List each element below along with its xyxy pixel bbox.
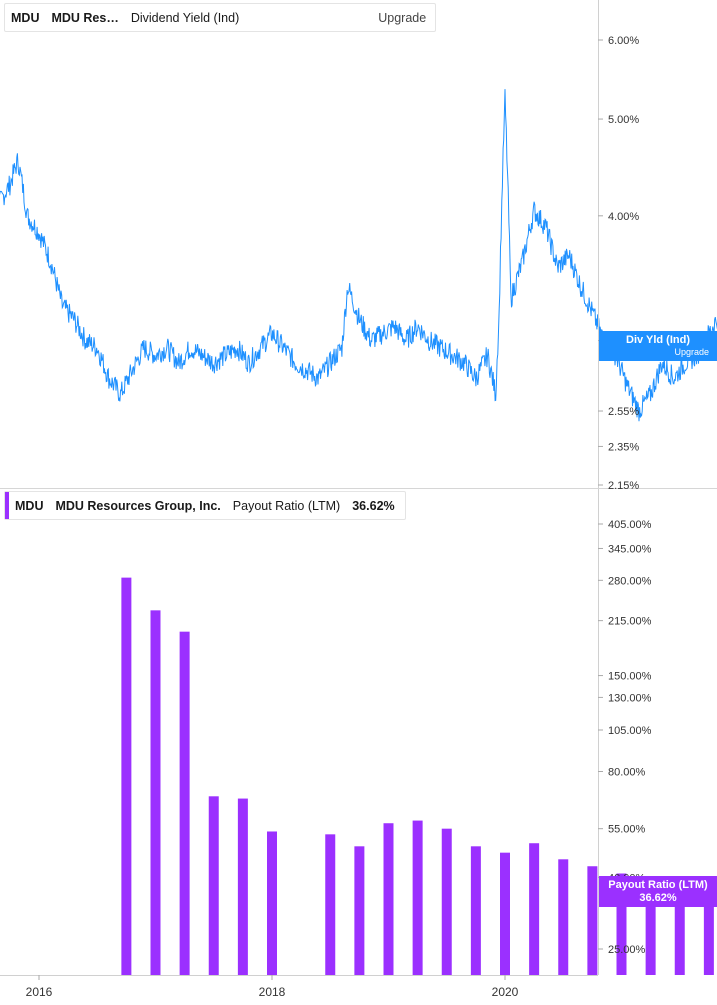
x-tick-label: 2020 xyxy=(492,985,519,999)
y-tick-label: 405.00% xyxy=(608,519,652,531)
series-color-swatch xyxy=(5,492,9,519)
payout-ratio-bar[interactable] xyxy=(267,831,277,975)
y-tick-label: 2.55% xyxy=(608,406,639,418)
payout-ratio-bar[interactable] xyxy=(500,852,510,975)
legend-metric: Payout Ratio (LTM) xyxy=(232,498,341,513)
payout-ratio-value-flag: Payout Ratio (LTM) 36.62% xyxy=(599,876,717,907)
legend-metric: Dividend Yield (Ind) xyxy=(130,10,240,25)
y-tick-label: 345.00% xyxy=(608,543,652,555)
y-tick-label: 280.00% xyxy=(608,575,652,587)
y-tick-label: 55.00% xyxy=(608,824,646,836)
y-tick-label: 2.35% xyxy=(608,441,639,453)
y-tick-label: 105.00% xyxy=(608,725,652,737)
y-tick-label: 2.15% xyxy=(608,480,639,492)
payout-ratio-bar[interactable] xyxy=(470,846,481,975)
payout-ratio-bar[interactable] xyxy=(237,798,248,975)
payout-ratio-bar[interactable] xyxy=(674,881,685,975)
payout-ratio-bar[interactable] xyxy=(150,610,161,975)
y-tick-label: 25.00% xyxy=(608,944,646,956)
y-tick-label: 4.00% xyxy=(608,211,639,223)
dividend-yield-legend[interactable]: MDU MDU Res… Dividend Yield (Ind) Upgrad… xyxy=(4,3,436,32)
y-tick-label: 80.00% xyxy=(608,767,646,779)
payout-ratio-bar[interactable] xyxy=(529,843,540,975)
payout-ratio-bar[interactable] xyxy=(441,828,452,975)
legend-value: 36.62% xyxy=(352,498,395,513)
payout-ratio-bar[interactable] xyxy=(412,820,423,975)
dividend-yield-value-flag[interactable]: Div Yld (Ind) Upgrade xyxy=(599,331,717,361)
payout-ratio-bar[interactable] xyxy=(703,877,714,975)
payout-ratio-bar[interactable] xyxy=(558,859,569,975)
payout-ratio-bar[interactable] xyxy=(383,823,394,975)
payout-ratio-bar[interactable] xyxy=(354,846,365,975)
dividend-yield-line xyxy=(0,89,717,422)
y-tick-label: 215.00% xyxy=(608,616,652,628)
y-tick-label: 5.00% xyxy=(608,114,639,126)
flag-upgrade-link[interactable]: Upgrade xyxy=(674,347,709,357)
x-tick-label: 2016 xyxy=(26,985,53,999)
payout-ratio-bar[interactable] xyxy=(587,866,598,975)
payout-ratio-bar[interactable] xyxy=(616,873,627,975)
flag-label: Div Yld (Ind) xyxy=(626,334,690,346)
y-tick-label: 6.00% xyxy=(608,35,639,47)
payout-ratio-bar[interactable] xyxy=(325,834,336,975)
legend-ticker: MDU xyxy=(11,10,40,25)
x-tick-label: 2018 xyxy=(259,985,286,999)
upgrade-link[interactable]: Upgrade xyxy=(378,10,427,25)
payout-ratio-legend[interactable]: MDU MDU Resources Group, Inc. Payout Rat… xyxy=(4,491,406,520)
flag-label: Payout Ratio (LTM) xyxy=(608,879,708,891)
legend-company-name: MDU Resources Group, Inc. xyxy=(55,498,221,513)
legend-ticker: MDU xyxy=(15,498,44,513)
payout-ratio-bar[interactable] xyxy=(179,631,190,975)
payout-ratio-bar[interactable] xyxy=(121,577,132,975)
legend-company-name: MDU Res… xyxy=(51,10,119,25)
y-tick-label: 150.00% xyxy=(608,671,652,683)
payout-ratio-bar[interactable] xyxy=(208,796,219,975)
payout-ratio-bar[interactable] xyxy=(645,883,656,975)
y-tick-label: 130.00% xyxy=(608,692,652,704)
flag-value: 36.62% xyxy=(639,892,677,904)
